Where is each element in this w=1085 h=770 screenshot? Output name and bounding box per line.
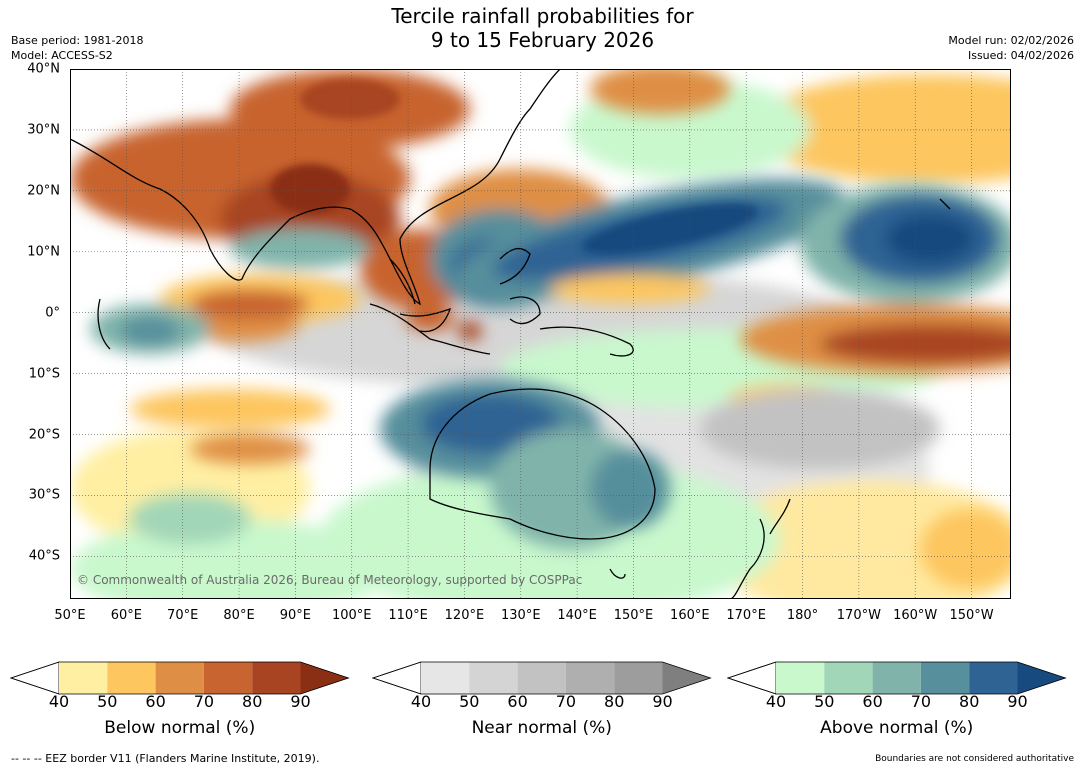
- lon-label: 170°W: [836, 608, 881, 623]
- colorbar-tick-label: 60: [145, 692, 166, 711]
- colorbar-segment: [872, 662, 921, 694]
- colorbar-title: Below normal (%): [104, 718, 256, 738]
- issued-text: Issued: 04/02/2026: [967, 49, 1074, 62]
- colorbar-outline: [727, 661, 1067, 695]
- lon-label: 60°E: [110, 608, 142, 623]
- lon-label: 110°E: [388, 608, 428, 623]
- colorbar-3: [727, 661, 1067, 695]
- colorbar-high-arrow: [300, 662, 349, 694]
- colorbar-tick-label: 90: [652, 692, 673, 711]
- colorbar-high-arrow: [662, 662, 711, 694]
- lat-label: 40°N: [27, 61, 60, 77]
- lon-label: 160°W: [893, 608, 938, 623]
- lon-label: 50°E: [54, 608, 86, 623]
- lat-label: 10°N: [27, 244, 60, 260]
- colorbar-segment: [107, 662, 156, 694]
- colorbar-tick-label: 60: [507, 692, 528, 711]
- colorbar-tick-label: 40: [410, 692, 432, 711]
- colorbar-segment: [565, 662, 615, 694]
- lat-label: 20°S: [28, 427, 60, 443]
- colorbar-segment: [969, 662, 1018, 694]
- lat-label: 30°N: [27, 122, 60, 138]
- graticule: [70, 69, 1011, 599]
- colorbar-low-arrow: [372, 661, 422, 695]
- model-text: Model: ACCESS-S2: [11, 49, 113, 62]
- colorbar-tick-label: 70: [193, 692, 215, 711]
- coastlines: [70, 69, 951, 599]
- colorbar-outline: [372, 661, 712, 695]
- colorbar-tick-label: 90: [1007, 692, 1028, 711]
- lon-label: 140°E: [557, 608, 597, 623]
- colorbar-tick-label: 80: [959, 692, 980, 711]
- colorbar-title: Near normal (%): [471, 718, 612, 738]
- colorbar-segment: [517, 662, 566, 694]
- lon-label: 170°E: [726, 608, 766, 623]
- lat-label: 30°S: [28, 487, 60, 503]
- lon-label: 160°E: [670, 608, 710, 623]
- colorbar-tick-label: 60: [862, 692, 883, 711]
- colorbar-low-arrow: [10, 661, 60, 695]
- lon-label: 180°: [786, 608, 819, 623]
- colorbar-tick-label: 50: [97, 692, 118, 711]
- lon-label: 100°E: [331, 608, 372, 623]
- colorbar-tick-label: 70: [555, 692, 577, 711]
- colorbar-segment: [421, 662, 470, 694]
- base-period-text: Base period: 1981-2018: [11, 34, 144, 47]
- colorbar-tick-label: 90: [290, 692, 311, 711]
- boundaries-note: Boundaries are not considered authoritat…: [875, 754, 1074, 764]
- map-panel: © Commonwealth of Australia 2026, Bureau…: [70, 69, 1011, 599]
- colorbar-high-arrow: [1017, 662, 1066, 694]
- colorbar-tick-label: 70: [910, 692, 932, 711]
- colorbar-tick-label: 50: [459, 692, 480, 711]
- title-line-2: 9 to 15 February 2026: [430, 28, 655, 52]
- colorbar-segment: [59, 662, 108, 694]
- colorbar-tick-label: 80: [604, 692, 625, 711]
- title-line-1: Tercile rainfall probabilities for: [391, 4, 694, 28]
- colorbar-1: [10, 661, 350, 695]
- colorbar-tick-label: 40: [765, 692, 787, 711]
- colorbar-segment: [469, 662, 518, 694]
- colorbar-low-arrow: [727, 661, 777, 695]
- colorbar-tick-label: 50: [814, 692, 835, 711]
- lon-label: 120°E: [444, 608, 485, 623]
- colorbar-outline: [10, 661, 350, 695]
- lon-label: 150°W: [949, 608, 994, 623]
- colorbar-segment: [920, 662, 970, 694]
- colorbar-segment: [614, 662, 663, 694]
- lon-label: 80°E: [223, 608, 255, 623]
- colorbar-segment: [252, 662, 301, 694]
- colorbar-tick-label: 40: [48, 692, 70, 711]
- colorbar-2: [372, 661, 712, 695]
- colorbar-title: Above normal (%): [820, 718, 974, 738]
- lon-label: 150°E: [613, 608, 654, 623]
- colorbar-tick-label: 80: [242, 692, 263, 711]
- chart-title: Tercile rainfall probabilities for 9 to …: [0, 4, 1085, 52]
- meta-right: Model run: 02/02/2026 Issued: 04/02/2026: [948, 33, 1074, 63]
- copyright-text: © Commonwealth of Australia 2026, Bureau…: [77, 573, 583, 587]
- lon-label: 90°E: [279, 608, 312, 623]
- lon-label: 130°E: [501, 608, 541, 623]
- lon-label: 70°E: [167, 608, 199, 623]
- colorbar-segment: [155, 662, 204, 694]
- model-run-text: Model run: 02/02/2026: [948, 34, 1074, 47]
- lat-label: 10°S: [28, 366, 60, 382]
- lat-label: 0°: [45, 305, 60, 321]
- colorbar-segment: [203, 662, 253, 694]
- colorbar-segment: [824, 662, 873, 694]
- lat-label: 20°N: [27, 183, 60, 199]
- meta-left: Base period: 1981-2018 Model: ACCESS-S2: [11, 33, 143, 63]
- eez-note: -- -- -- EEZ border V11 (Flanders Marine…: [11, 752, 320, 765]
- probability-map: [70, 69, 1011, 599]
- lat-label: 40°S: [28, 548, 60, 564]
- colorbar-segment: [776, 662, 825, 694]
